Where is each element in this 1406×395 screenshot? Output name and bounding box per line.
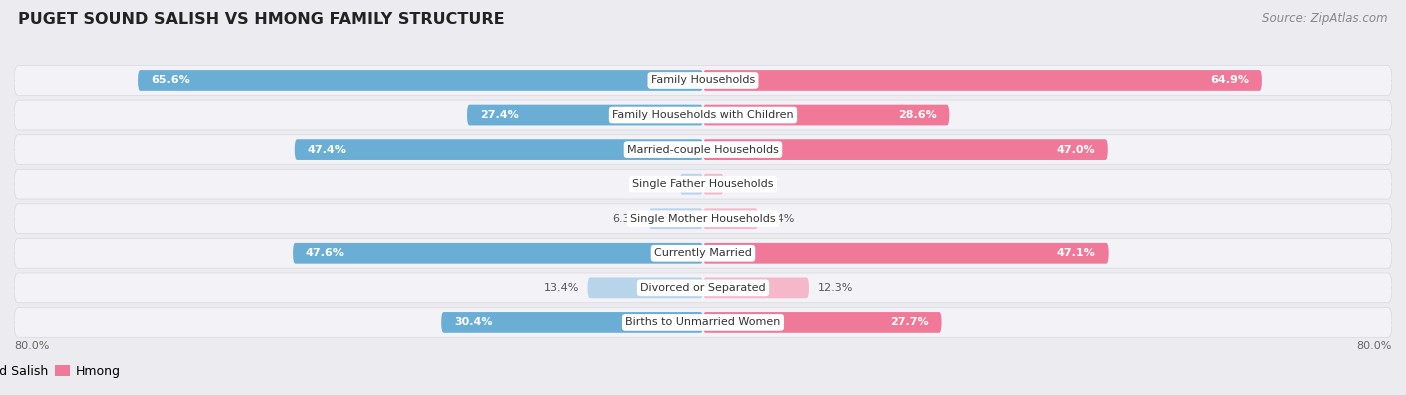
FancyBboxPatch shape [703,70,1263,91]
Text: Single Mother Households: Single Mother Households [630,214,776,224]
FancyBboxPatch shape [14,239,1392,268]
Text: Family Households: Family Households [651,75,755,85]
Text: Married-couple Households: Married-couple Households [627,145,779,154]
FancyBboxPatch shape [703,277,808,298]
FancyBboxPatch shape [703,139,1108,160]
FancyBboxPatch shape [441,312,703,333]
FancyBboxPatch shape [467,105,703,126]
Text: Source: ZipAtlas.com: Source: ZipAtlas.com [1263,12,1388,25]
Text: 28.6%: 28.6% [897,110,936,120]
Text: Births to Unmarried Women: Births to Unmarried Women [626,318,780,327]
Text: 12.3%: 12.3% [817,283,853,293]
Text: 65.6%: 65.6% [150,75,190,85]
FancyBboxPatch shape [703,209,758,229]
Text: Single Father Households: Single Father Households [633,179,773,189]
Text: Divorced or Separated: Divorced or Separated [640,283,766,293]
FancyBboxPatch shape [14,100,1392,130]
Text: 6.3%: 6.3% [612,214,640,224]
FancyBboxPatch shape [295,139,703,160]
Text: 27.4%: 27.4% [479,110,519,120]
FancyBboxPatch shape [588,277,703,298]
FancyBboxPatch shape [703,312,942,333]
FancyBboxPatch shape [14,66,1392,95]
Text: 47.4%: 47.4% [308,145,347,154]
FancyBboxPatch shape [14,273,1392,303]
Text: 13.4%: 13.4% [544,283,579,293]
Text: 2.7%: 2.7% [643,179,671,189]
Text: 80.0%: 80.0% [14,341,49,351]
Text: Currently Married: Currently Married [654,248,752,258]
FancyBboxPatch shape [292,243,703,264]
FancyBboxPatch shape [679,174,703,194]
Text: 2.4%: 2.4% [733,179,761,189]
Text: 6.4%: 6.4% [766,214,796,224]
FancyBboxPatch shape [703,174,724,194]
Text: 47.1%: 47.1% [1057,248,1095,258]
Text: 47.6%: 47.6% [307,248,344,258]
Text: 30.4%: 30.4% [454,318,492,327]
Text: Family Households with Children: Family Households with Children [612,110,794,120]
Text: PUGET SOUND SALISH VS HMONG FAMILY STRUCTURE: PUGET SOUND SALISH VS HMONG FAMILY STRUC… [18,12,505,27]
Text: 47.0%: 47.0% [1056,145,1095,154]
FancyBboxPatch shape [14,308,1392,337]
FancyBboxPatch shape [14,204,1392,233]
FancyBboxPatch shape [14,169,1392,199]
FancyBboxPatch shape [703,105,949,126]
FancyBboxPatch shape [648,209,703,229]
Legend: Puget Sound Salish, Hmong: Puget Sound Salish, Hmong [0,365,121,378]
FancyBboxPatch shape [14,135,1392,164]
Text: 27.7%: 27.7% [890,318,928,327]
Text: 64.9%: 64.9% [1211,75,1249,85]
FancyBboxPatch shape [138,70,703,91]
Text: 80.0%: 80.0% [1357,341,1392,351]
FancyBboxPatch shape [703,243,1108,264]
